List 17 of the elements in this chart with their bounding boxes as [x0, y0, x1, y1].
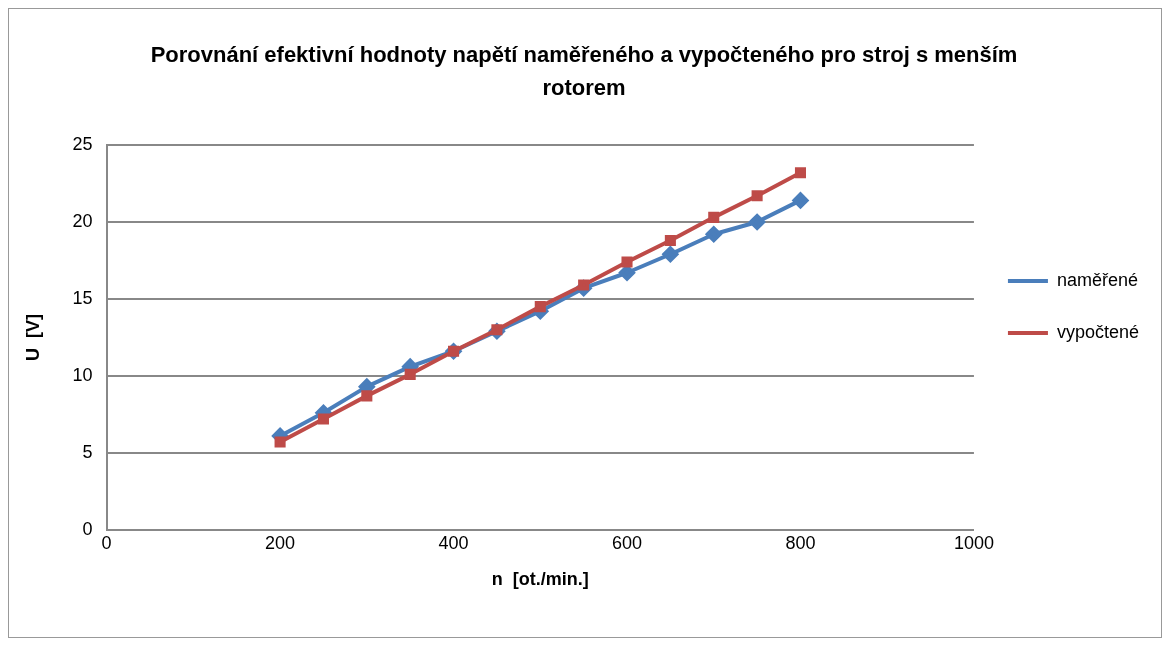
x-tick-label: 0 — [101, 532, 112, 553]
y-tick-label: 5 — [82, 441, 93, 462]
x-tick-label: 400 — [438, 532, 469, 553]
y-tick-label: 15 — [72, 287, 93, 308]
y-tick-label: 25 — [72, 133, 93, 154]
x-tick-label: 200 — [265, 532, 296, 553]
y-tick-label: 10 — [72, 364, 93, 385]
x-axis-title: n [ot./min.] — [491, 569, 589, 590]
y-axis-title: U [V] — [22, 313, 43, 361]
x-tick-label: 1000 — [953, 532, 994, 553]
x-tick-label: 800 — [785, 532, 816, 553]
legend-label: vypočtené — [1056, 321, 1140, 342]
y-tick-label: 20 — [72, 210, 93, 231]
chart-title: Porovnání efektivní hodnoty napětí naměřeného a vypočteného pro stroj s menším rotorem — [150, 41, 1018, 100]
legend-label: naměřené — [1056, 269, 1139, 290]
x-tick-label: 600 — [611, 532, 643, 553]
y-tick-label: 0 — [82, 518, 93, 539]
